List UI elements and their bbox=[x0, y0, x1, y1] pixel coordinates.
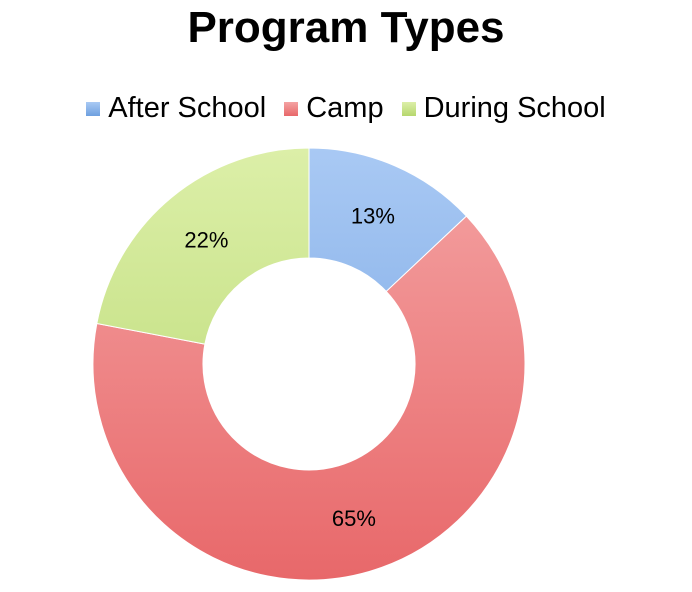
legend-label-after-school: After School bbox=[108, 92, 267, 124]
legend-item-after-school: After School bbox=[86, 92, 266, 125]
legend: After School Camp During School bbox=[0, 92, 692, 125]
slice-camp bbox=[92, 215, 526, 581]
slice-during-school bbox=[96, 147, 310, 345]
legend-swatch-camp bbox=[284, 101, 299, 116]
data-label-camp: 65% bbox=[332, 506, 376, 531]
labels-group: 13% 65% 22% bbox=[184, 204, 395, 531]
legend-item-camp: Camp bbox=[284, 92, 384, 125]
data-label-after-school: 13% bbox=[351, 204, 395, 229]
legend-label-camp: Camp bbox=[306, 92, 384, 124]
legend-swatch-during-school bbox=[401, 101, 416, 116]
legend-swatch-after-school bbox=[86, 101, 101, 116]
legend-item-during-school: During School bbox=[401, 92, 606, 125]
legend-label-during-school: During School bbox=[423, 92, 606, 124]
chart-title: Program Types bbox=[187, 3, 505, 52]
slices-group bbox=[92, 147, 526, 581]
data-label-during-school: 22% bbox=[184, 227, 228, 252]
